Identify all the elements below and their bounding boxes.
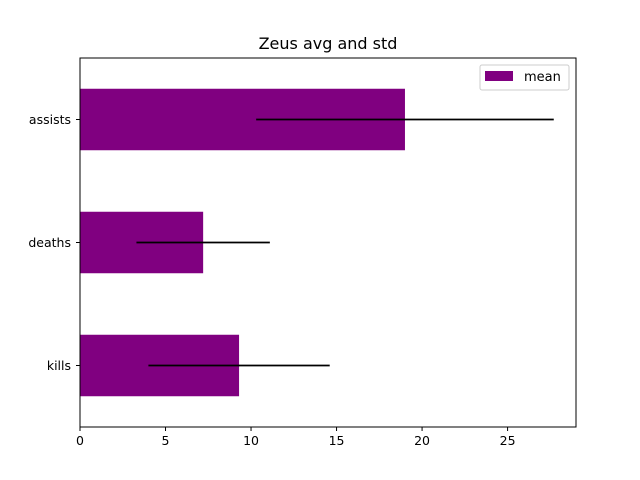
x-tick-label: 10 — [243, 433, 259, 448]
x-tick-label: 15 — [329, 433, 345, 448]
legend: mean — [479, 64, 570, 91]
chart-title: Zeus avg and std — [259, 34, 398, 53]
x-tick-label: 25 — [500, 433, 516, 448]
x-tick-label: 0 — [76, 433, 84, 448]
y-tick-label-deaths: deaths — [28, 235, 71, 250]
x-tick-label: 5 — [162, 433, 170, 448]
y-tick-label-assists: assists — [29, 112, 71, 127]
legend-swatch-mean — [485, 71, 513, 81]
y-tick-label-kills: kills — [47, 358, 71, 373]
legend-label-mean: mean — [524, 70, 561, 85]
x-tick-label: 20 — [414, 433, 430, 448]
